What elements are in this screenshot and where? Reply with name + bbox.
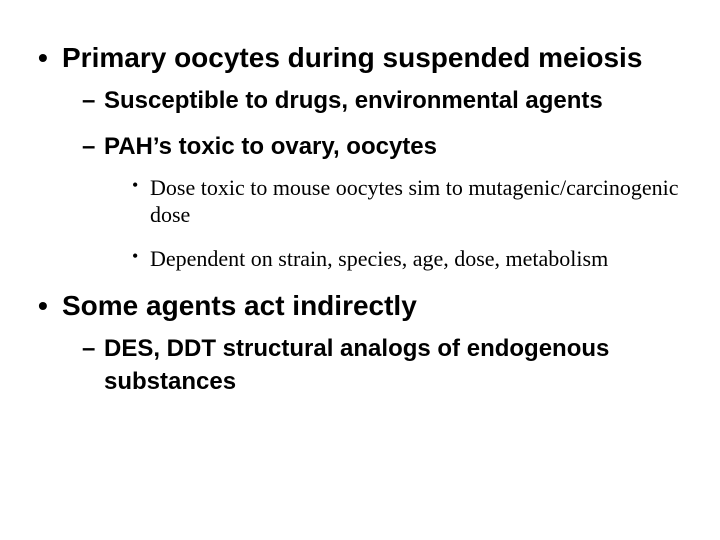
bullet-text: Dependent on strain, species, age, dose,… [150, 246, 608, 271]
list-item: Primary oocytes during suspended meiosis… [36, 40, 684, 272]
list-item: Susceptible to drugs, environmental agen… [82, 85, 684, 117]
slide-body: Primary oocytes during suspended meiosis… [0, 0, 720, 540]
bullet-text: Some agents act indirectly [62, 290, 417, 321]
list-item: Some agents act indirectly DES, DDT stru… [36, 288, 684, 398]
bullet-text: PAH’s toxic to ovary, oocytes [104, 133, 437, 160]
bullet-list-level2: Susceptible to drugs, environmental agen… [62, 85, 684, 272]
bullet-list-level3: Dose toxic to mouse oocytes sim to mutag… [104, 174, 684, 273]
bullet-text: DES, DDT structural analogs of endogenou… [104, 335, 609, 394]
bullet-list-level1: Primary oocytes during suspended meiosis… [36, 40, 684, 398]
bullet-text: Susceptible to drugs, environmental agen… [104, 87, 603, 114]
bullet-list-level2: DES, DDT structural analogs of endogenou… [62, 333, 684, 398]
list-item: DES, DDT structural analogs of endogenou… [82, 333, 684, 398]
bullet-text: Dose toxic to mouse oocytes sim to mutag… [150, 175, 678, 228]
list-item: Dependent on strain, species, age, dose,… [132, 245, 684, 273]
list-item: Dose toxic to mouse oocytes sim to mutag… [132, 174, 684, 229]
list-item: PAH’s toxic to ovary, oocytes Dose toxic… [82, 131, 684, 272]
bullet-text: Primary oocytes during suspended meiosis [62, 42, 642, 73]
